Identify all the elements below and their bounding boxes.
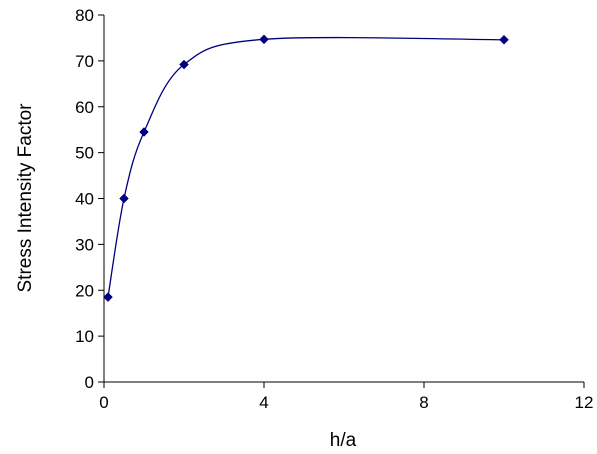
- x-tick-label: 0: [99, 393, 108, 412]
- y-tick-label: 80: [75, 6, 94, 25]
- y-axis-title: Stress Intensity Factor: [15, 103, 36, 293]
- plot-area: [103, 34, 509, 302]
- y-tick-label: 0: [85, 373, 94, 392]
- data-point-marker: [179, 59, 189, 70]
- data-point-marker: [139, 127, 149, 137]
- y-tick-label: 60: [75, 98, 94, 117]
- x-tick-label: 4: [259, 393, 268, 412]
- data-point-marker: [499, 34, 509, 45]
- series-line: [107, 36, 505, 298]
- x-tick-label: 8: [419, 393, 428, 412]
- y-tick-label: 70: [75, 52, 94, 71]
- data-point-marker: [259, 34, 269, 45]
- axes: [103, 15, 584, 383]
- data-point-marker: [119, 193, 129, 204]
- x-axis-ticks: 0 4 8 12: [99, 382, 593, 412]
- y-tick-label: 20: [75, 281, 94, 300]
- data-point-marker: [103, 292, 113, 302]
- y-tick-label: 50: [75, 144, 94, 163]
- y-tick-label: 40: [75, 190, 94, 209]
- x-axis-title: h/a: [330, 430, 357, 451]
- y-tick-label: 10: [75, 327, 94, 346]
- y-tick-label: 30: [75, 235, 94, 254]
- x-tick-label: 12: [575, 393, 594, 412]
- y-axis-ticks: 0 10 20 30 40 50 60 70 80: [75, 6, 104, 392]
